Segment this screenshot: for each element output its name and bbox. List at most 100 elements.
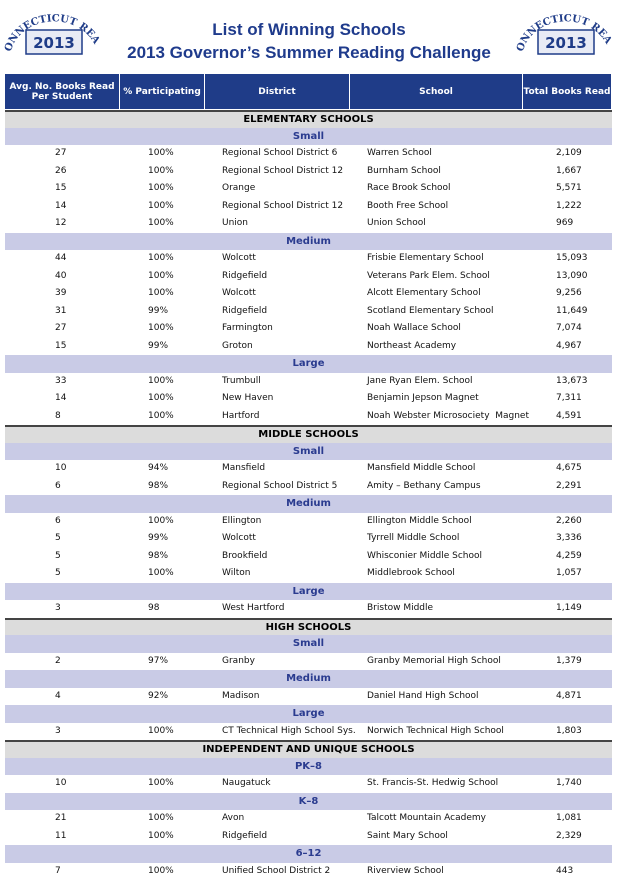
table-cell: 15,093: [556, 253, 588, 263]
table-cell: Regional School District 12: [222, 200, 344, 211]
logo-right: CONNECTICUT READS 2013: [516, 4, 614, 55]
table-cell: Union: [222, 218, 249, 228]
table-cell: Trumbull: [222, 375, 261, 386]
logo-left: CONNECTICUT READS 2013: [4, 4, 102, 55]
table-cell: 100%: [148, 218, 174, 228]
table-cell: 99%: [148, 533, 169, 543]
table-cell: 100%: [148, 393, 174, 403]
table-cell: 2,329: [556, 830, 582, 841]
table-cell: Middlebrook School: [367, 568, 455, 578]
table-cell: 11: [55, 830, 67, 841]
table-cell: 1,222: [556, 200, 582, 211]
group-header: Large: [5, 582, 612, 600]
table-cell: 5: [55, 550, 61, 561]
table-cell: Northeast Academy: [367, 340, 457, 351]
table-cell: 443: [556, 865, 574, 876]
table-cell: 100%: [148, 165, 174, 176]
table-cell: 2,109: [556, 148, 582, 158]
table-cell: 100%: [148, 865, 174, 876]
table-cell: 100%: [148, 323, 174, 333]
table-cell: 8: [55, 410, 61, 421]
table-cell: 3,336: [556, 533, 582, 543]
table-cell: Farmington: [222, 323, 273, 333]
table-cell: 11,649: [556, 305, 588, 316]
table-cell: Ridgefield: [222, 830, 268, 841]
subtitle: 2013 Governor’s Summer Reading Challenge: [127, 43, 491, 62]
table-cell: 99%: [148, 305, 169, 316]
table-cell: 14: [55, 393, 67, 403]
table-cell: 39: [55, 288, 67, 298]
table-cell: Wolcott: [222, 533, 256, 543]
table-cell: 10: [55, 463, 67, 473]
section-header: ELEMENTARY SCHOOLS: [5, 110, 612, 128]
table-cell: Mansfield Middle School: [367, 463, 476, 473]
table-cell: Riverview School: [367, 865, 444, 876]
table-cell: 15: [55, 183, 67, 193]
table-cell: Frisbie Elementary School: [367, 253, 484, 263]
table-cell: 100%: [148, 410, 174, 421]
table-cell: 1,149: [556, 603, 582, 613]
table-cell: Wolcott: [222, 288, 256, 298]
column-header: Avg. No. Books Read Per Student: [5, 74, 120, 109]
group-header: Medium: [5, 495, 612, 513]
table-cell: Whisconier Middle School: [367, 550, 483, 561]
section-header: MIDDLE SCHOOLS: [5, 425, 612, 443]
table-cell: Warren School: [367, 148, 432, 158]
table-cell: Orange: [222, 183, 256, 193]
table-cell: 4,871: [556, 690, 582, 701]
table-cell: Unified School District 2: [222, 865, 331, 876]
section-header: INDEPENDENT AND UNIQUE SCHOOLS: [5, 740, 612, 758]
table-cell: 21: [55, 813, 67, 823]
group-header: Large: [5, 355, 612, 373]
table-cell: 1,057: [556, 568, 582, 578]
table-cell: 1,379: [556, 655, 582, 666]
table-cell: Ellington: [222, 515, 262, 526]
table-cell: Veterans Park Elem. School: [367, 270, 490, 281]
group-header: Medium: [5, 232, 612, 250]
table-cell: 4: [55, 690, 61, 701]
group-header: 6–12: [5, 845, 612, 863]
table-cell: 12: [55, 218, 67, 228]
table-cell: Wolcott: [222, 253, 256, 263]
table-cell: 40: [55, 270, 67, 281]
table-cell: 969: [556, 218, 574, 228]
table-cell: 33: [55, 375, 67, 386]
table-cell: Tyrrell Middle School: [367, 533, 460, 543]
table-cell: 98: [148, 603, 160, 613]
table-cell: Groton: [222, 340, 253, 351]
table-cell: 1,081: [556, 813, 582, 823]
table-cell: Naugatuck: [222, 778, 271, 788]
table-cell: 100%: [148, 183, 174, 193]
table-cell: 1,740: [556, 778, 582, 788]
table-cell: Burnham School: [367, 165, 441, 176]
table-cell: 94%: [148, 463, 169, 473]
column-header: District: [205, 74, 350, 109]
table-cell: Amity – Bethany Campus: [367, 480, 481, 491]
table-cell: Benjamin Jepson Magnet: [367, 393, 479, 403]
table-cell: 4,967: [556, 340, 582, 351]
table-cell: 92%: [148, 690, 169, 701]
table-cell: 7,074: [556, 323, 582, 333]
table-cell: 5: [55, 533, 61, 543]
table-cell: Bristow Middle: [367, 603, 434, 613]
table-cell: 7,311: [556, 393, 582, 403]
table-cell: 9,256: [556, 288, 582, 298]
table-cell: New Haven: [222, 393, 274, 403]
table-cell: 100%: [148, 288, 174, 298]
group-header: PK–8: [5, 757, 612, 775]
table-cell: CT Technical High School Sys.: [222, 725, 356, 736]
table-cell: Daniel Hand High School: [367, 690, 479, 701]
table-cell: 7: [55, 865, 61, 876]
table-cell: Alcott Elementary School: [367, 288, 481, 298]
group-header: K–8: [5, 792, 612, 810]
table-cell: 31: [55, 305, 67, 316]
table-cell: Hartford: [222, 410, 260, 421]
table-cell: 100%: [148, 515, 174, 526]
table-cell: Granby: [222, 655, 255, 666]
table-cell: Avon: [222, 813, 245, 823]
table-cell: 3: [55, 603, 61, 613]
table-cell: Regional School District 5: [222, 480, 338, 491]
table-cell: 100%: [148, 148, 174, 158]
table-cell: 100%: [148, 270, 174, 281]
